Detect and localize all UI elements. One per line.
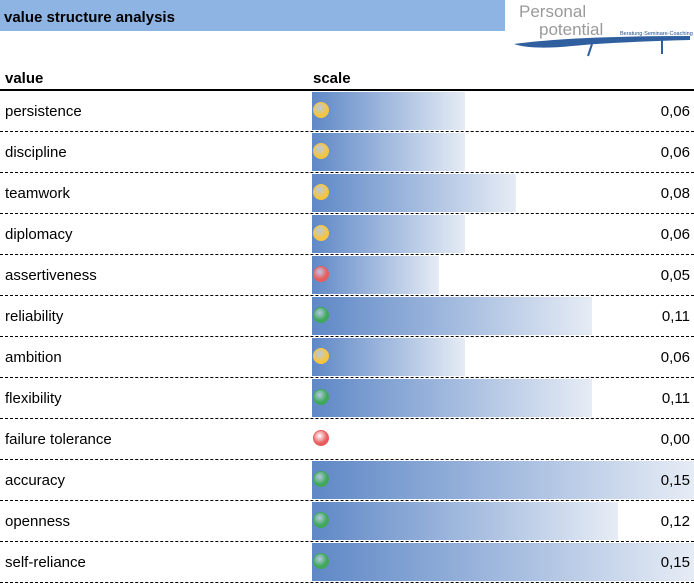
scale-bar	[312, 502, 618, 540]
scale-bar	[312, 215, 465, 253]
table-row: persistence 0,06	[0, 91, 694, 132]
value-label: ambition	[5, 349, 62, 366]
value-label: teamwork	[5, 185, 71, 202]
scale-bar	[312, 338, 465, 376]
page-title: value structure analysis	[4, 9, 175, 26]
status-yellow-icon	[313, 102, 329, 118]
company-logo: Personal potential Beratung·Seminare·Coa…	[512, 0, 694, 60]
svg-text:Personal: Personal	[519, 2, 586, 21]
table-row: diplomacy 0,06	[0, 214, 694, 255]
value-label: reliability	[5, 308, 64, 325]
value-label: failure tolerance	[5, 431, 112, 448]
score-value: 0,15	[660, 472, 690, 489]
status-yellow-icon	[313, 143, 329, 159]
status-yellow-icon	[313, 348, 329, 364]
scale-bar	[312, 379, 592, 417]
title-bar: value structure analysis	[0, 0, 505, 31]
status-red-icon	[313, 430, 329, 446]
value-label: self-reliance	[5, 554, 86, 571]
score-value: 0,00	[660, 431, 690, 448]
table-row: ambition 0,06	[0, 337, 694, 378]
score-value: 0,05	[660, 267, 690, 284]
svg-text:Beratung·Seminare·Coaching: Beratung·Seminare·Coaching	[620, 31, 693, 37]
table-row: flexibility 0,11	[0, 378, 694, 419]
score-value: 0,06	[660, 144, 690, 161]
status-yellow-icon	[313, 225, 329, 241]
status-green-icon	[313, 389, 329, 405]
scale-bar	[312, 461, 694, 499]
status-green-icon	[313, 471, 329, 487]
value-label: flexibility	[5, 390, 62, 407]
status-red-icon	[313, 266, 329, 282]
scale-bar	[312, 297, 592, 335]
scale-bar	[312, 92, 465, 130]
column-header-scale: scale	[313, 70, 351, 87]
value-label: discipline	[5, 144, 67, 161]
value-label: accuracy	[5, 472, 66, 489]
value-label: assertiveness	[5, 267, 97, 284]
status-green-icon	[313, 512, 329, 528]
score-value: 0,06	[660, 103, 690, 120]
score-value: 0,06	[660, 226, 690, 243]
table-row: teamwork 0,08	[0, 173, 694, 214]
column-header-value: value	[5, 70, 44, 87]
table-row: assertiveness 0,05	[0, 255, 694, 296]
svg-text:potential: potential	[539, 20, 603, 39]
value-label: persistence	[5, 103, 82, 120]
scale-bar	[312, 133, 465, 171]
score-value: 0,08	[660, 185, 690, 202]
scale-bar	[312, 174, 516, 212]
table-row: discipline 0,06	[0, 132, 694, 173]
value-label: openness	[5, 513, 71, 530]
score-value: 0,06	[660, 349, 690, 366]
value-label: diplomacy	[5, 226, 73, 243]
scale-bar	[312, 543, 694, 581]
status-yellow-icon	[313, 184, 329, 200]
header-divider	[0, 89, 694, 91]
score-value: 0,11	[661, 308, 690, 325]
table-row: openness 0,12	[0, 501, 694, 542]
table-row: accuracy 0,15	[0, 460, 694, 501]
score-value: 0,11	[661, 390, 690, 407]
score-value: 0,15	[660, 554, 690, 571]
status-green-icon	[313, 307, 329, 323]
table-row: failure tolerance 0,00	[0, 419, 694, 460]
scale-bar	[312, 256, 439, 294]
status-green-icon	[313, 553, 329, 569]
score-value: 0,12	[660, 513, 690, 530]
table-row: reliability 0,11	[0, 296, 694, 337]
table-row: self-reliance 0,15	[0, 542, 694, 583]
